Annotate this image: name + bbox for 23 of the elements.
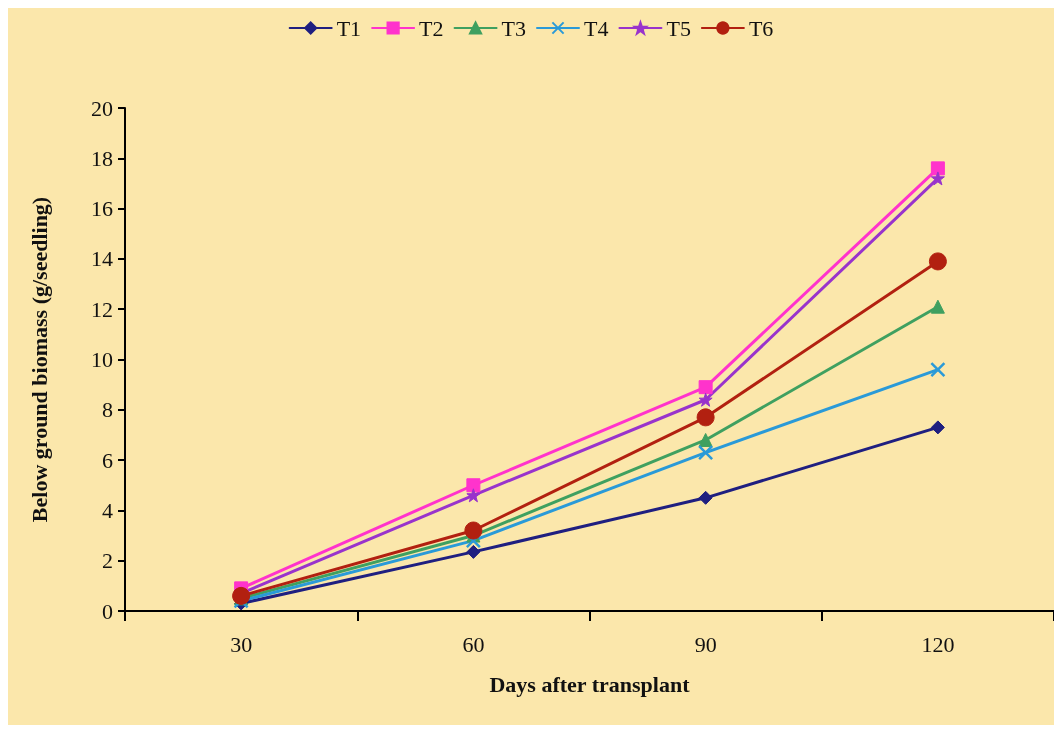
y-tick-label: 14: [91, 246, 113, 272]
y-tick-label: 8: [102, 397, 113, 423]
y-tick-label: 20: [91, 95, 113, 121]
y-tick-label: 2: [102, 548, 113, 574]
y-tick-label: 10: [91, 347, 113, 372]
y-axis-title: Below ground biomass (g/seedling): [26, 196, 52, 523]
x-tick-label: 60: [462, 631, 485, 657]
x-tick-label: 90: [694, 631, 717, 657]
x-tick-label: 30: [230, 631, 253, 657]
x-axis-title: Days after transplant: [489, 671, 691, 697]
y-tick-label: 0: [102, 598, 113, 624]
y-tick-label: 6: [102, 447, 113, 473]
y-tick-label: 12: [91, 296, 113, 322]
y-tick-label: 18: [91, 145, 113, 171]
x-tick-label: 120: [921, 631, 955, 657]
y-tick-label: 16: [91, 196, 113, 222]
legend-label: T6: [748, 15, 774, 41]
legend-label: T1: [336, 15, 362, 41]
legend-label: T5: [666, 15, 691, 41]
legend-label: T3: [501, 15, 527, 41]
legend-label: T4: [584, 15, 609, 41]
y-tick-label: 4: [102, 497, 113, 523]
legend-label: T2: [419, 15, 444, 41]
